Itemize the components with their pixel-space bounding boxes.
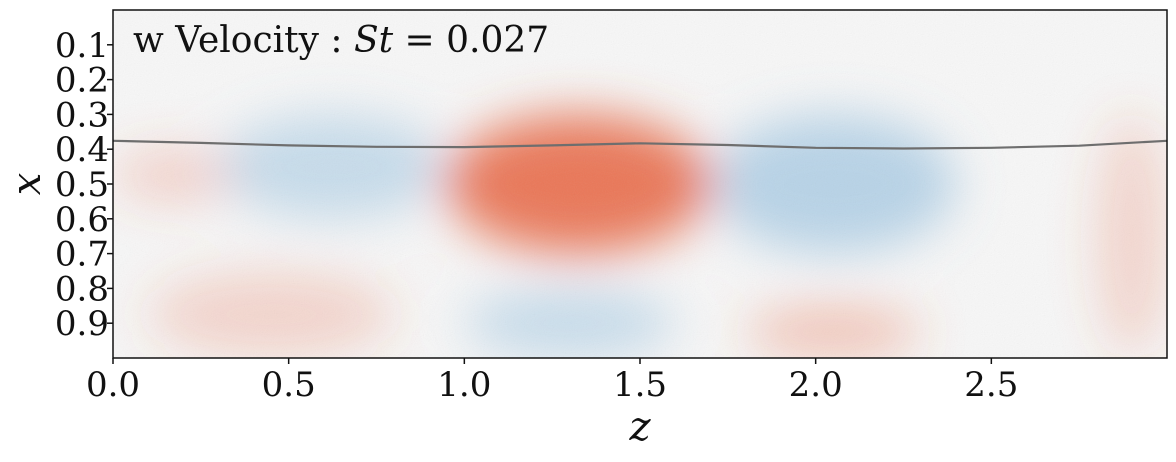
y-axis: 0.10.20.30.40.50.60.70.80.9 xyxy=(55,26,113,344)
y-tick-label: 0.3 xyxy=(55,95,109,135)
y-tick-label: 0.6 xyxy=(55,200,109,240)
x-axis-label: z xyxy=(628,404,651,450)
y-tick-label: 0.5 xyxy=(55,165,109,205)
plot-area xyxy=(112,9,1168,359)
y-tick-label: 0.2 xyxy=(55,61,109,101)
y-tick-label: 0.9 xyxy=(55,304,109,344)
y-tick-label: 0.7 xyxy=(55,235,109,275)
noise-overlay xyxy=(113,10,1167,358)
x-tick-label: 0.0 xyxy=(86,365,140,405)
interface-line xyxy=(112,139,1168,150)
x-tick-label: 0.5 xyxy=(262,365,316,405)
x-tick-label: 2.0 xyxy=(789,365,843,405)
y-tick-label: 0.1 xyxy=(55,26,109,66)
x-axis: 0.0 0.5 1.0 1.5 2.0 2.5 xyxy=(86,358,1018,405)
x-tick-label: 2.5 xyxy=(964,365,1018,405)
y-axis-label: x xyxy=(4,173,50,196)
y-tick-label: 0.4 xyxy=(55,130,109,170)
x-tick-label: 1.5 xyxy=(613,365,667,405)
chart-title: w Velocity : St = 0.027 xyxy=(133,20,549,61)
y-tick-label: 0.8 xyxy=(55,269,109,309)
x-tick-label: 1.0 xyxy=(437,365,491,405)
